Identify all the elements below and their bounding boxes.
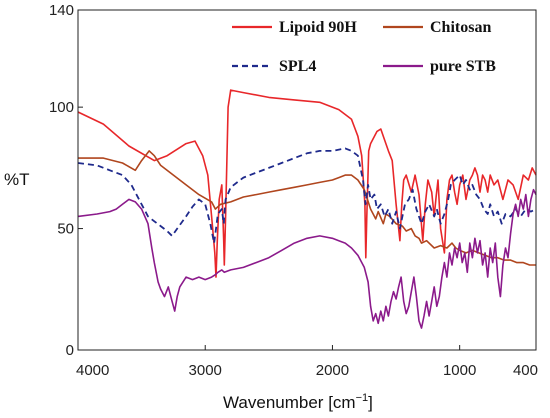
x-tick-label-3000: 3000	[189, 362, 222, 379]
y-tick-label-100: 100	[49, 99, 74, 116]
x-tick-label-1000: 1000	[443, 362, 476, 379]
y-axis-label: %T	[4, 170, 30, 189]
x-axis-label-main: Wavenumber [cm	[223, 393, 356, 412]
x-tick-label-2000: 2000	[316, 362, 349, 379]
plot-frame	[77, 9, 537, 351]
legend-label-spl4: SPL4	[279, 58, 316, 75]
legend: Lipoid 90H Chitosan SPL4 pure STB	[232, 19, 496, 75]
series-line-pure-stb	[77, 188, 537, 329]
x-tick-label-4000: 4000	[76, 362, 109, 379]
plot-area	[77, 89, 537, 329]
y-tick-label-0: 0	[66, 342, 74, 359]
y-tick-label-50: 50	[57, 221, 74, 238]
x-axis-label-sup: −1	[356, 392, 369, 404]
series-line-spl4	[77, 147, 537, 244]
series-line-lipoid-90h	[77, 89, 537, 278]
legend-label-pure-stb: pure STB	[430, 58, 496, 75]
y-tick-label-140: 140	[49, 2, 74, 19]
legend-label-lipoid-90h: Lipoid 90H	[279, 19, 357, 36]
legend-label-chitosan: Chitosan	[430, 19, 491, 36]
x-axis-label-end: ]	[368, 393, 373, 412]
x-axis-label: Wavenumber [cm−1]	[223, 392, 373, 412]
x-tick-label-400: 400	[513, 362, 538, 379]
